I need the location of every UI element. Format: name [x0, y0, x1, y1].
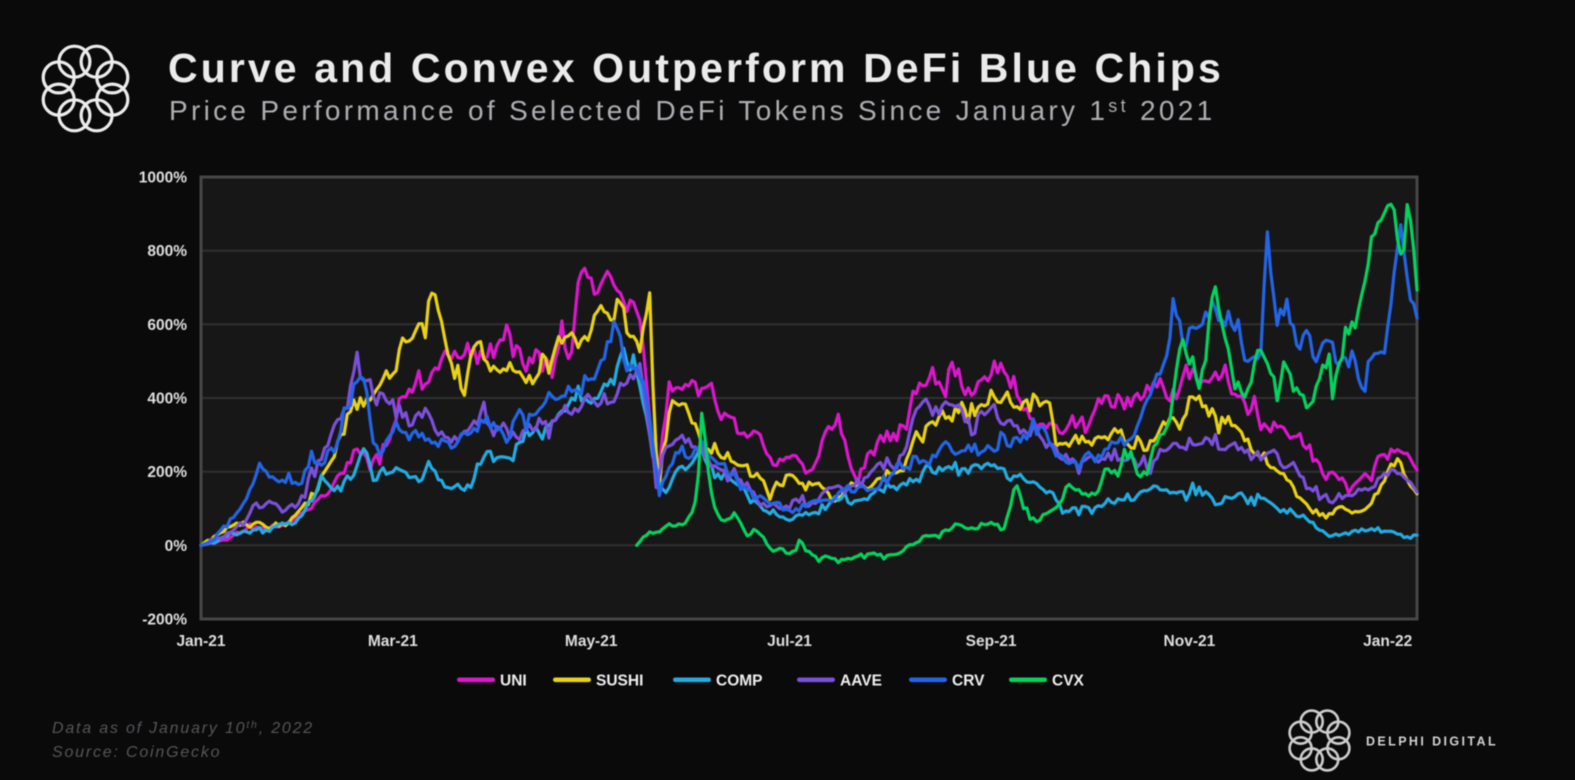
- svg-text:Source: CoinGecko: Source: CoinGecko: [52, 744, 221, 761]
- svg-text:DELPHI DIGITAL: DELPHI DIGITAL: [1366, 735, 1498, 749]
- svg-text:COMP: COMP: [716, 673, 763, 690]
- svg-text:Mar-21: Mar-21: [368, 633, 418, 650]
- svg-text:-200%: -200%: [142, 612, 187, 629]
- svg-text:Data as of January 10th, 2022: Data as of January 10th, 2022: [52, 719, 314, 737]
- svg-text:Curve and Convex Outperform De: Curve and Convex Outperform DeFi Blue Ch…: [168, 45, 1224, 91]
- svg-text:May-21: May-21: [565, 633, 618, 650]
- svg-text:Jan-22: Jan-22: [1363, 633, 1412, 650]
- svg-text:Jul-21: Jul-21: [767, 633, 812, 650]
- svg-text:CVX: CVX: [1052, 673, 1085, 690]
- svg-text:UNI: UNI: [500, 673, 527, 690]
- svg-text:600%: 600%: [147, 317, 187, 334]
- svg-text:1000%: 1000%: [139, 170, 187, 187]
- svg-text:Price Performance of Selected: Price Performance of Selected DeFi Token…: [169, 95, 1215, 126]
- svg-text:800%: 800%: [147, 243, 187, 260]
- svg-text:AAVE: AAVE: [840, 673, 882, 690]
- svg-text:SUSHI: SUSHI: [596, 673, 643, 690]
- svg-text:400%: 400%: [147, 391, 187, 408]
- svg-text:0%: 0%: [165, 538, 188, 555]
- svg-text:CRV: CRV: [952, 673, 985, 690]
- svg-text:200%: 200%: [147, 464, 187, 481]
- svg-text:Nov-21: Nov-21: [1164, 633, 1216, 650]
- svg-text:Jan-21: Jan-21: [176, 633, 225, 650]
- svg-text:Sep-21: Sep-21: [966, 633, 1017, 650]
